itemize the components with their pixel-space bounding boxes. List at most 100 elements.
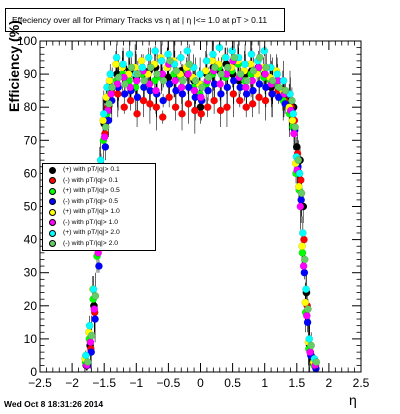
data-point <box>295 182 303 191</box>
data-point <box>100 110 108 118</box>
data-point <box>203 103 212 111</box>
data-point <box>302 285 310 294</box>
data-point <box>112 53 121 62</box>
data-point <box>300 235 308 244</box>
data-point <box>158 113 167 121</box>
data-point <box>297 196 305 204</box>
data-point <box>108 83 116 92</box>
data-point <box>217 70 226 78</box>
data-point <box>157 57 166 65</box>
data-point <box>312 358 321 366</box>
data-point <box>145 80 154 88</box>
x-tick-label: 0 <box>197 376 204 390</box>
data-point <box>301 298 310 307</box>
data-point <box>275 83 283 92</box>
x-tick-label: −2 <box>65 376 79 390</box>
data-point <box>216 80 224 88</box>
data-point <box>165 80 174 88</box>
data-point <box>121 80 129 88</box>
data-point <box>137 57 146 65</box>
data-point <box>144 53 153 62</box>
data-point <box>288 96 296 105</box>
data-point <box>216 106 225 115</box>
data-point <box>159 96 167 105</box>
legend-label: (+) with pT/|q|> 2.0 <box>63 229 120 236</box>
data-point <box>299 229 307 237</box>
data-point <box>172 66 181 75</box>
data-point <box>306 348 314 356</box>
data-point <box>151 47 159 55</box>
data-point <box>132 76 141 85</box>
data-point <box>229 90 238 98</box>
data-point <box>112 60 120 68</box>
legend-label: (+) with pT/|q|> 0.5 <box>63 187 120 194</box>
data-point <box>166 57 174 65</box>
legend: (+) with pT/|q|> 0.1 (-) with pT/|q|> 0.1… <box>42 163 156 251</box>
x-tick-label: −0.5 <box>157 376 181 390</box>
legend-label: (+) with pT/|q|> 1.0 <box>63 208 120 215</box>
data-point <box>288 116 297 125</box>
data-point <box>146 63 155 72</box>
data-point <box>300 255 309 264</box>
data-point <box>159 76 168 85</box>
data-point <box>120 103 129 111</box>
data-point <box>261 70 269 78</box>
x-tick-label: −1 <box>129 376 143 390</box>
legend-marker <box>49 219 56 227</box>
data-point <box>91 292 100 300</box>
legend-entry: (-) with pT/|q|> 1.0 <box>43 218 155 229</box>
data-point <box>242 90 251 98</box>
data-point <box>223 103 231 111</box>
data-point <box>298 242 306 251</box>
data-point <box>296 176 305 184</box>
data-point <box>274 93 283 102</box>
x-tick-label: 0.5 <box>224 376 241 390</box>
data-point <box>196 70 204 78</box>
data-point <box>295 169 304 178</box>
data-point <box>178 110 186 118</box>
data-point <box>291 123 299 131</box>
chart-title-text: Effeciency over all for Primary Tracks v… <box>12 15 268 25</box>
x-tick-label: 2.5 <box>353 376 370 390</box>
data-point <box>204 73 213 82</box>
data-point <box>268 76 277 85</box>
legend-marker <box>49 229 56 237</box>
data-point <box>202 57 211 65</box>
y-tick-label: 20 <box>24 299 38 313</box>
data-point <box>248 100 257 108</box>
x-tick-label: −2.5 <box>28 376 52 390</box>
y-tick-label: 70 <box>24 133 38 147</box>
data-point <box>85 321 94 330</box>
data-point <box>178 90 187 98</box>
data-point <box>256 53 264 62</box>
data-point <box>185 60 194 68</box>
data-point <box>139 96 148 105</box>
data-point <box>198 83 206 92</box>
data-point <box>235 96 244 105</box>
data-point <box>120 90 129 98</box>
y-tick-label: 0 <box>30 365 37 379</box>
legend-entry: (+) with pT/|q|> 0.5 <box>43 186 155 197</box>
data-point <box>299 262 308 270</box>
chart-title: Effeciency over all for Primary Tracks v… <box>5 8 285 32</box>
data-point <box>223 83 232 92</box>
data-point <box>114 73 123 82</box>
data-point <box>249 66 258 75</box>
legend-entry: (-) with pT/|q|> 0.1 <box>43 176 155 187</box>
legend-entry: (+) with pT/|q|> 0.1 <box>43 165 155 176</box>
data-point <box>86 338 95 347</box>
data-point <box>177 53 185 62</box>
data-point <box>89 285 98 294</box>
data-point <box>210 96 218 105</box>
data-point <box>294 156 303 164</box>
y-tick-label: 90 <box>24 67 38 81</box>
data-point <box>243 76 251 85</box>
data-point <box>119 60 127 68</box>
data-point <box>87 348 96 356</box>
data-point <box>279 76 288 85</box>
data-point <box>247 50 256 59</box>
data-point <box>230 53 238 62</box>
data-point <box>107 90 115 98</box>
